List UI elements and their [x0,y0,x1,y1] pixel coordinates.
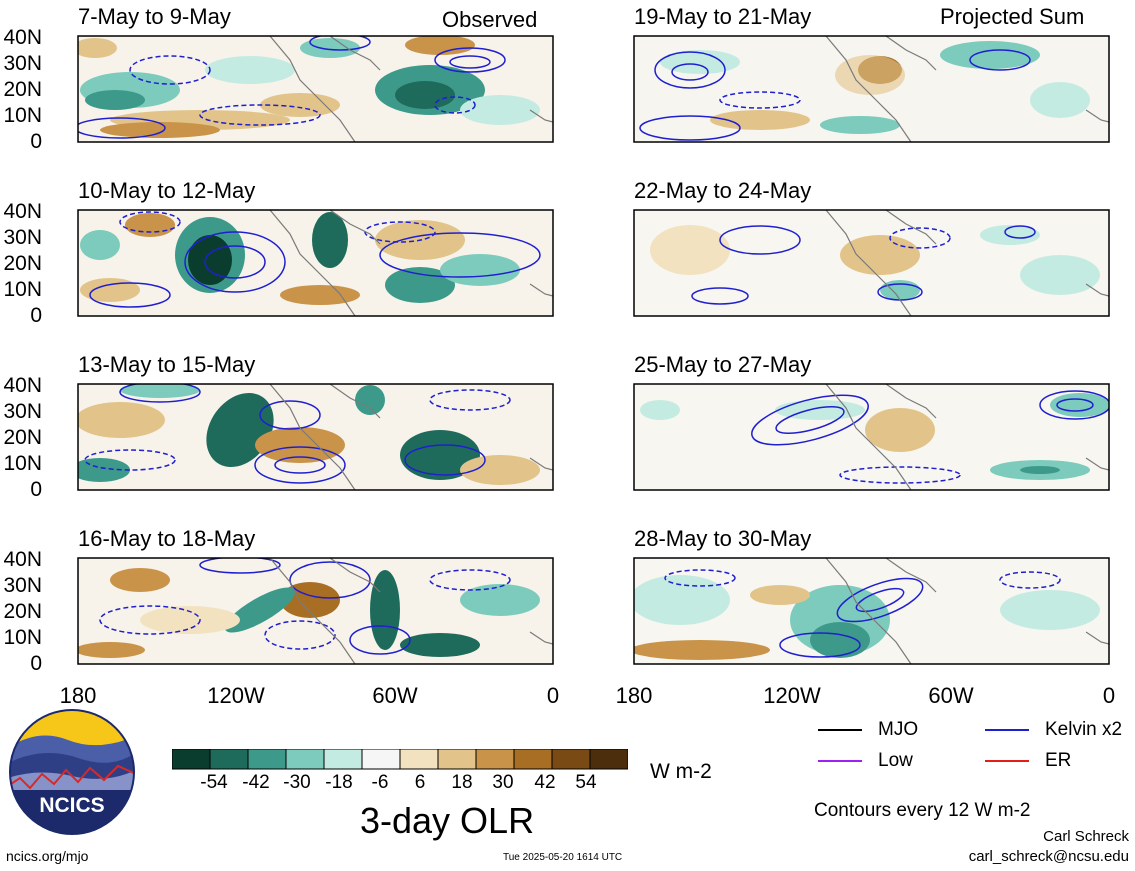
contours-note: Contours every 12 W m-2 [814,800,1031,821]
projected-sum-label: Projected Sum [940,4,1085,29]
panel-title: 19-May to 21-May [634,4,812,29]
x-tick-label: 120W [207,683,265,708]
ncics-logo: NCICS [9,709,135,835]
colorbar-swatch [513,749,553,770]
colorbar-swatch [361,749,401,770]
y-tick-label: 40N [3,200,42,223]
colorbar-swatch [589,749,628,770]
y-tick-label: 30N [3,226,42,249]
colorbar-swatch [437,749,477,770]
colorbar-units: W m-2 [650,760,712,783]
footer-url: ncics.org/mjo [6,848,89,864]
y-tick-label: 20N [3,78,42,101]
map-panel-projected-1 [634,36,1109,142]
y-tick-label: 30N [3,400,42,423]
map-panel-projected-3 [634,384,1109,490]
legend-line-low [818,760,862,762]
panel-title: 25-May to 27-May [634,352,812,377]
y-tick-label: 40N [3,374,42,397]
y-tick-label: 0 [30,304,42,327]
y-tick-label: 0 [30,478,42,501]
colorbar-tick-label: 6 [414,772,426,793]
map-panel-observed-4 [78,558,553,664]
panel-title: 7-May to 9-May [78,4,231,29]
colorbar-tick-label: -42 [242,772,270,793]
footer-timestamp: Tue 2025-05-20 1614 UTC [503,852,623,863]
colorbar-swatch [209,749,249,770]
y-tick-label: 0 [30,652,42,675]
colorbar-tick-label: -30 [283,772,311,793]
colorbar-tick-label: 54 [575,772,597,793]
y-tick-label: 40N [3,548,42,571]
map-panel-observed-2 [78,210,553,316]
colorbar-tick-label: -18 [325,772,353,793]
panel-title: 13-May to 15-May [78,352,256,377]
author-name: Carl Schreck [1043,828,1129,845]
map-panel-projected-2 [634,210,1109,316]
y-tick-label: 30N [3,574,42,597]
x-tick-label: 0 [1102,683,1116,708]
legend-label: Kelvin x2 [1045,719,1123,740]
panel-title: 16-May to 18-May [78,526,256,551]
colorbar-swatch [399,749,439,770]
y-tick-label: 10N [3,452,42,475]
colorbar-tick-label: -6 [371,772,389,793]
panel-frames [77,35,1110,665]
logo-text: NCICS [39,794,104,817]
colorbar-title: 3-day OLR [360,800,535,841]
x-tick-label: 0 [546,683,560,708]
olr-maps [77,35,1110,665]
colorbar-swatch [285,749,325,770]
y-tick-label: 20N [3,252,42,275]
y-tick-label: 30N [3,52,42,75]
map-panel-projected-4 [634,558,1109,664]
y-tick-label: 20N [3,600,42,623]
x-tick-label: 180 [59,683,97,708]
colorbar-swatch [323,749,363,770]
map-panel-observed-3 [78,384,553,490]
legend-item-low: Low [818,750,913,772]
colorbar-tick-label: -54 [200,772,228,793]
y-tick-label: 40N [3,26,42,49]
author-email: carl_schreck@ncsu.edu [968,848,1129,865]
colorbar-swatch [551,749,591,770]
y-tick-label: 20N [3,426,42,449]
legend-label: ER [1045,750,1072,771]
legend-line-er [985,760,1029,762]
x-tick-label: 120W [763,683,821,708]
y-tick-label: 10N [3,278,42,301]
y-tick-label: 0 [30,130,42,153]
observed-label: Observed [442,7,538,32]
colorbar-tick-label: 30 [492,772,514,793]
panel-title: 22-May to 24-May [634,178,812,203]
y-tick-label: 10N [3,104,42,127]
legend-item-kelvin: Kelvin x2 [985,719,1122,741]
legend-line-kelvin [985,729,1029,731]
legend-label: MJO [878,719,919,740]
colorbar-swatch [172,749,211,770]
colorbar-tick-label: 42 [534,772,556,793]
coastlines [269,35,1110,665]
colorbar-swatch [475,749,515,770]
legend-line-mjo [818,729,862,731]
legend-label: Low [878,750,913,771]
colorbar-tick-label: 18 [451,772,473,793]
map-panel-observed-1 [78,36,553,142]
legend-item-er: ER [985,750,1071,772]
legend-item-mjo: MJO [818,719,918,741]
colorbar [172,749,628,770]
panel-title: 28-May to 30-May [634,526,812,551]
colorbar-swatch [247,749,287,770]
x-tick-label: 60W [928,683,974,708]
x-tick-label: 60W [372,683,418,708]
y-tick-label: 10N [3,626,42,649]
x-tick-label: 180 [615,683,653,708]
panel-title: 10-May to 12-May [78,178,256,203]
